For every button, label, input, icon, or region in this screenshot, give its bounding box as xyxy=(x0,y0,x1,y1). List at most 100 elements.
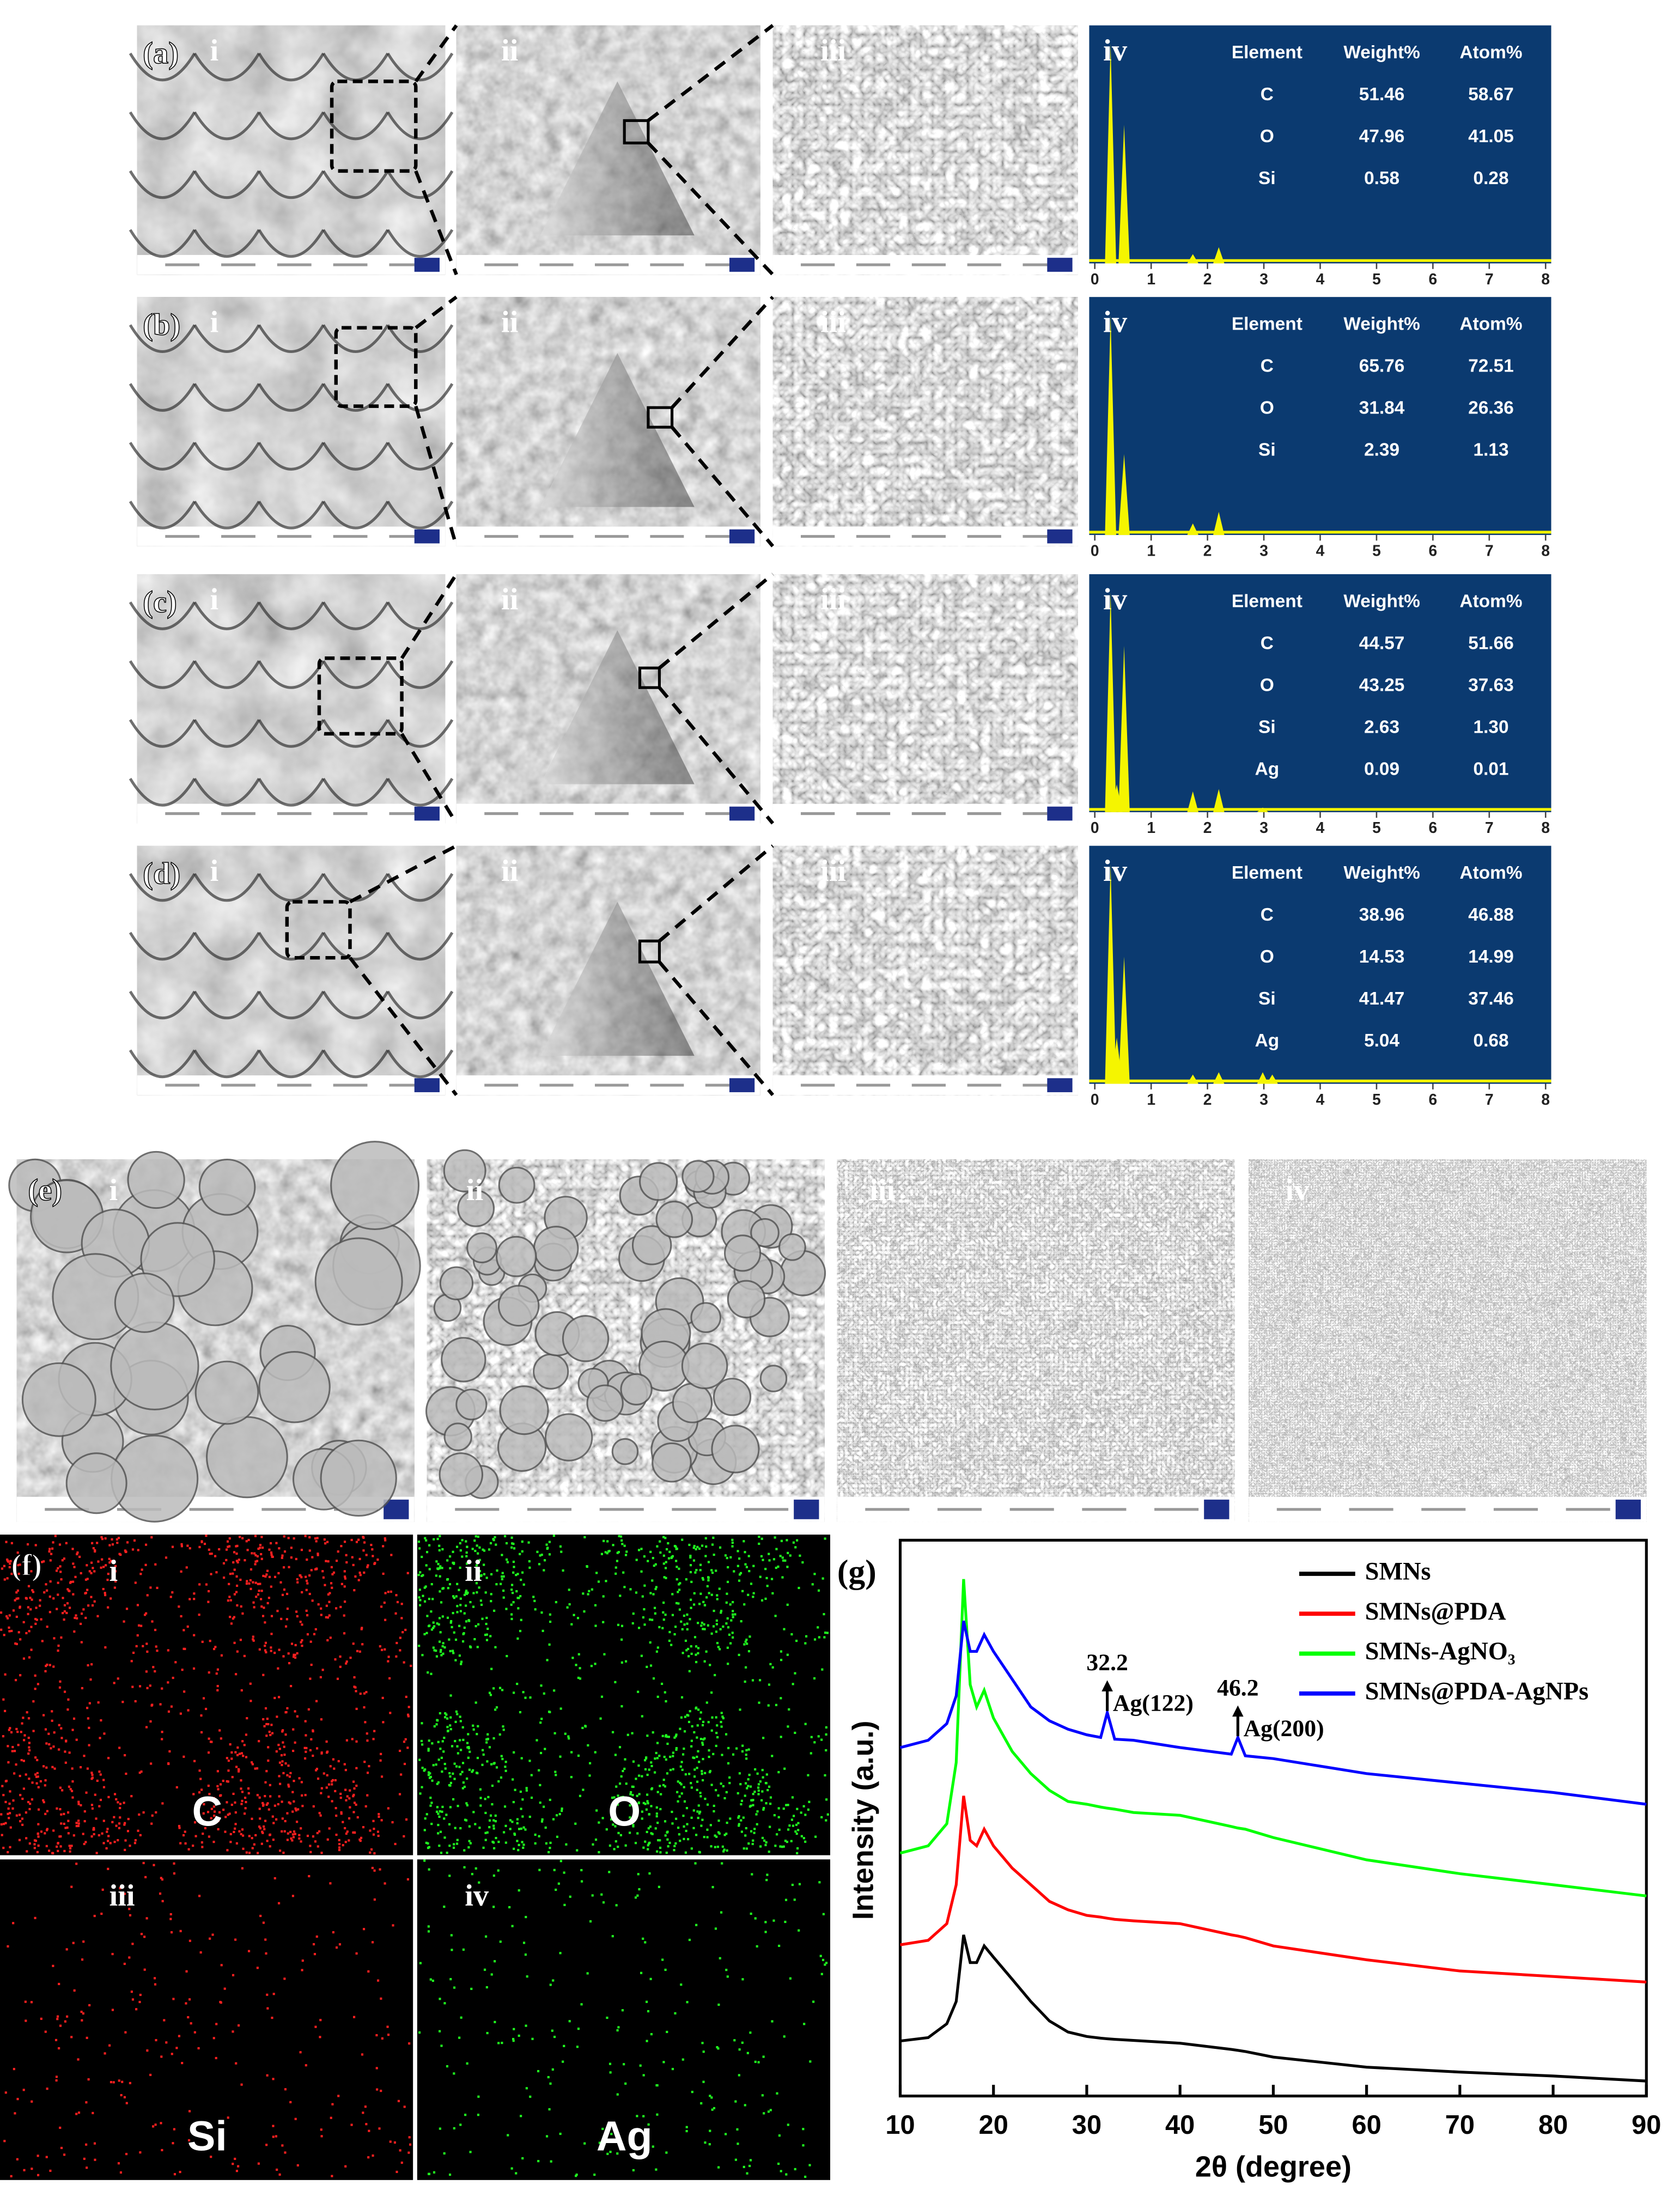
map-dot xyxy=(702,1758,704,1761)
map-dot xyxy=(629,1816,631,1819)
map-dot xyxy=(407,1706,410,1708)
map-dot xyxy=(453,1986,456,1989)
map-dot xyxy=(522,1826,525,1829)
map-dot xyxy=(492,1819,495,1822)
map-dot xyxy=(490,1973,493,1976)
map-dot xyxy=(480,1603,483,1606)
map-dot xyxy=(686,2001,689,2004)
map-dot xyxy=(418,1589,421,1591)
map-dot xyxy=(700,1624,703,1627)
map-dot xyxy=(442,1750,445,1753)
map-dot xyxy=(34,1688,36,1690)
microneedle xyxy=(386,601,454,630)
map-dot xyxy=(622,1796,624,1798)
map-dot xyxy=(82,1608,85,1611)
map-dot xyxy=(337,1550,339,1553)
map-dot xyxy=(338,1843,341,1846)
map-dot xyxy=(650,1764,653,1767)
map-dot xyxy=(687,1838,690,1841)
particle xyxy=(466,1232,497,1263)
map-dot xyxy=(389,1712,392,1714)
sub-label: i xyxy=(109,1173,118,1207)
map-dot xyxy=(149,2073,152,2076)
map-dot xyxy=(113,1841,116,1843)
eds-tick-label: 3 xyxy=(1259,1091,1268,1108)
map-dot xyxy=(622,1770,624,1773)
map-dot xyxy=(537,2160,540,2163)
map-dot xyxy=(813,1741,816,1744)
map-dot xyxy=(155,1811,157,1813)
map-dot xyxy=(437,1824,440,1827)
map-dot xyxy=(656,1757,659,1760)
map-dot xyxy=(65,1611,68,1614)
map-dot xyxy=(668,1639,671,1642)
map-dot xyxy=(646,2000,648,2003)
map-dot xyxy=(451,1949,453,1951)
map-dot xyxy=(446,2065,449,2068)
map-dot xyxy=(758,1542,760,1545)
map-dot xyxy=(725,1622,728,1625)
map-dot xyxy=(466,1562,468,1565)
map-dot xyxy=(419,1792,422,1795)
map-dot xyxy=(524,1828,527,1831)
map-dot xyxy=(308,1875,311,1878)
map-dot xyxy=(123,1802,125,1804)
map-dot xyxy=(199,1778,202,1780)
map-dot xyxy=(826,1813,829,1816)
map-dot xyxy=(683,1747,685,1750)
map-dot xyxy=(688,1773,691,1775)
map-dot xyxy=(266,2074,269,2077)
map-dot xyxy=(155,1645,157,1648)
eds-tick-label: 5 xyxy=(1372,270,1381,288)
particle xyxy=(631,1225,672,1265)
map-dot xyxy=(459,1597,462,1600)
particle xyxy=(639,1162,678,1201)
map-dot xyxy=(277,1744,280,1746)
eds-tick-label: 4 xyxy=(1316,819,1325,836)
map-dot xyxy=(15,1615,18,1618)
microneedle xyxy=(193,777,260,807)
map-dot xyxy=(791,1796,794,1799)
map-dot xyxy=(25,1632,28,1634)
map-dot xyxy=(717,1831,720,1834)
map-dot xyxy=(301,1623,303,1626)
map-dot xyxy=(476,1733,478,1736)
map-dot xyxy=(234,2157,236,2161)
map-dot xyxy=(584,1725,587,1728)
eds-tick-label: 0 xyxy=(1091,541,1099,559)
map-dot xyxy=(327,1783,331,1786)
map-dot xyxy=(643,1623,646,1626)
map-dot xyxy=(282,1741,284,1744)
map-dot xyxy=(173,1862,175,1865)
map-dot xyxy=(225,1548,228,1551)
particle xyxy=(455,1389,488,1421)
microneedle xyxy=(258,383,325,412)
map-dot xyxy=(183,1690,186,1693)
map-dot xyxy=(16,1731,19,1733)
map-dot xyxy=(438,1549,441,1551)
map-dot xyxy=(277,1572,280,1574)
map-dot xyxy=(212,1797,215,1799)
particle xyxy=(443,1422,472,1451)
map-dot xyxy=(249,1682,252,1685)
element-label: C xyxy=(192,1788,223,1835)
map-dot xyxy=(679,1840,681,1842)
map-dot xyxy=(540,1684,543,1687)
map-dot xyxy=(407,1713,410,1716)
map-dot xyxy=(276,1715,278,1718)
map-dot xyxy=(258,1825,261,1828)
map-dot xyxy=(660,1793,662,1796)
map-dot xyxy=(269,1733,272,1736)
map-dot xyxy=(714,1927,717,1930)
map-dot xyxy=(46,1810,48,1812)
map-dot xyxy=(334,1807,337,1810)
map-dot xyxy=(655,2084,658,2087)
map-dot xyxy=(291,1791,294,1793)
map-dot xyxy=(758,1701,760,1704)
map-dot xyxy=(31,1781,34,1784)
map-dot xyxy=(77,1824,80,1827)
map-dot xyxy=(296,1715,299,1718)
map-dot xyxy=(236,1584,239,1587)
map-dot xyxy=(71,1729,74,1731)
map-dot xyxy=(288,1775,291,1778)
